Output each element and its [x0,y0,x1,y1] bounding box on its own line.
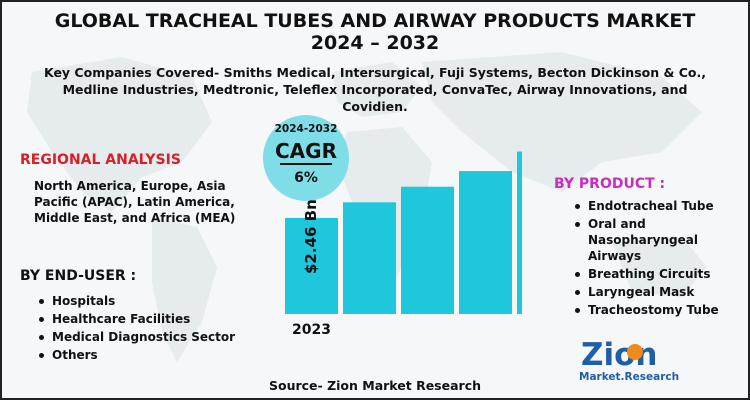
product-list: Endotracheal Tube Oral and Nasopharyngea… [572,198,742,320]
product-item: Tracheostomy Tube [572,302,742,318]
product-item: Breathing Circuits [572,266,742,282]
x-tick-label-0: 2023 [292,322,331,338]
end-user-list: Hospitals Healthcare Facilities Medical … [36,293,246,365]
bar-0 [285,217,338,314]
bar-3 [459,171,512,314]
end-user-item: Medical Diagnostics Sector [36,329,246,345]
title-line-2: 2024 – 2032 [310,32,440,54]
cagr-value: 6% [294,170,318,186]
product-item: Oral and Nasopharyngeal Airways [572,216,742,264]
end-user-heading: BY END-USER : [20,268,137,284]
regional-analysis-text: North America, Europe, Asia Pacific (APA… [34,179,236,225]
end-user-item: Others [36,347,246,363]
bar-value-label-0: $2.46 Bn [302,199,320,274]
bar-4 [517,151,522,314]
companies-text: Key Companies Covered- Smiths Medical, I… [43,65,706,114]
product-item: Endotracheal Tube [572,198,742,214]
bar-2 [401,186,454,314]
cagr-period: 2024-2032 [274,123,338,135]
logo-sub: Market.Research [579,371,679,383]
bar-1 [343,202,396,314]
page-title: GLOBAL TRACHEAL TUBES AND AIRWAY PRODUCT… [2,10,748,54]
cagr-underline [280,163,332,165]
cagr-bubble: 2024-2032 CAGR 6% [263,115,349,201]
product-item: Laryngeal Mask [572,284,742,300]
logo-orange-dot-icon [627,344,643,360]
end-user-item: Healthcare Facilities [36,311,246,327]
zion-logo: Zion Market.Research [579,337,679,383]
cagr-label: CAGR [275,139,337,163]
product-heading: BY PRODUCT : [554,176,666,192]
source-text: Source- Zion Market Research [268,378,482,393]
end-user-item: Hospitals [36,293,246,309]
regional-analysis-heading: REGIONAL ANALYSIS [20,152,181,168]
title-line-1: GLOBAL TRACHEAL TUBES AND AIRWAY PRODUCT… [54,10,696,32]
logo-word: Zion [581,337,657,373]
